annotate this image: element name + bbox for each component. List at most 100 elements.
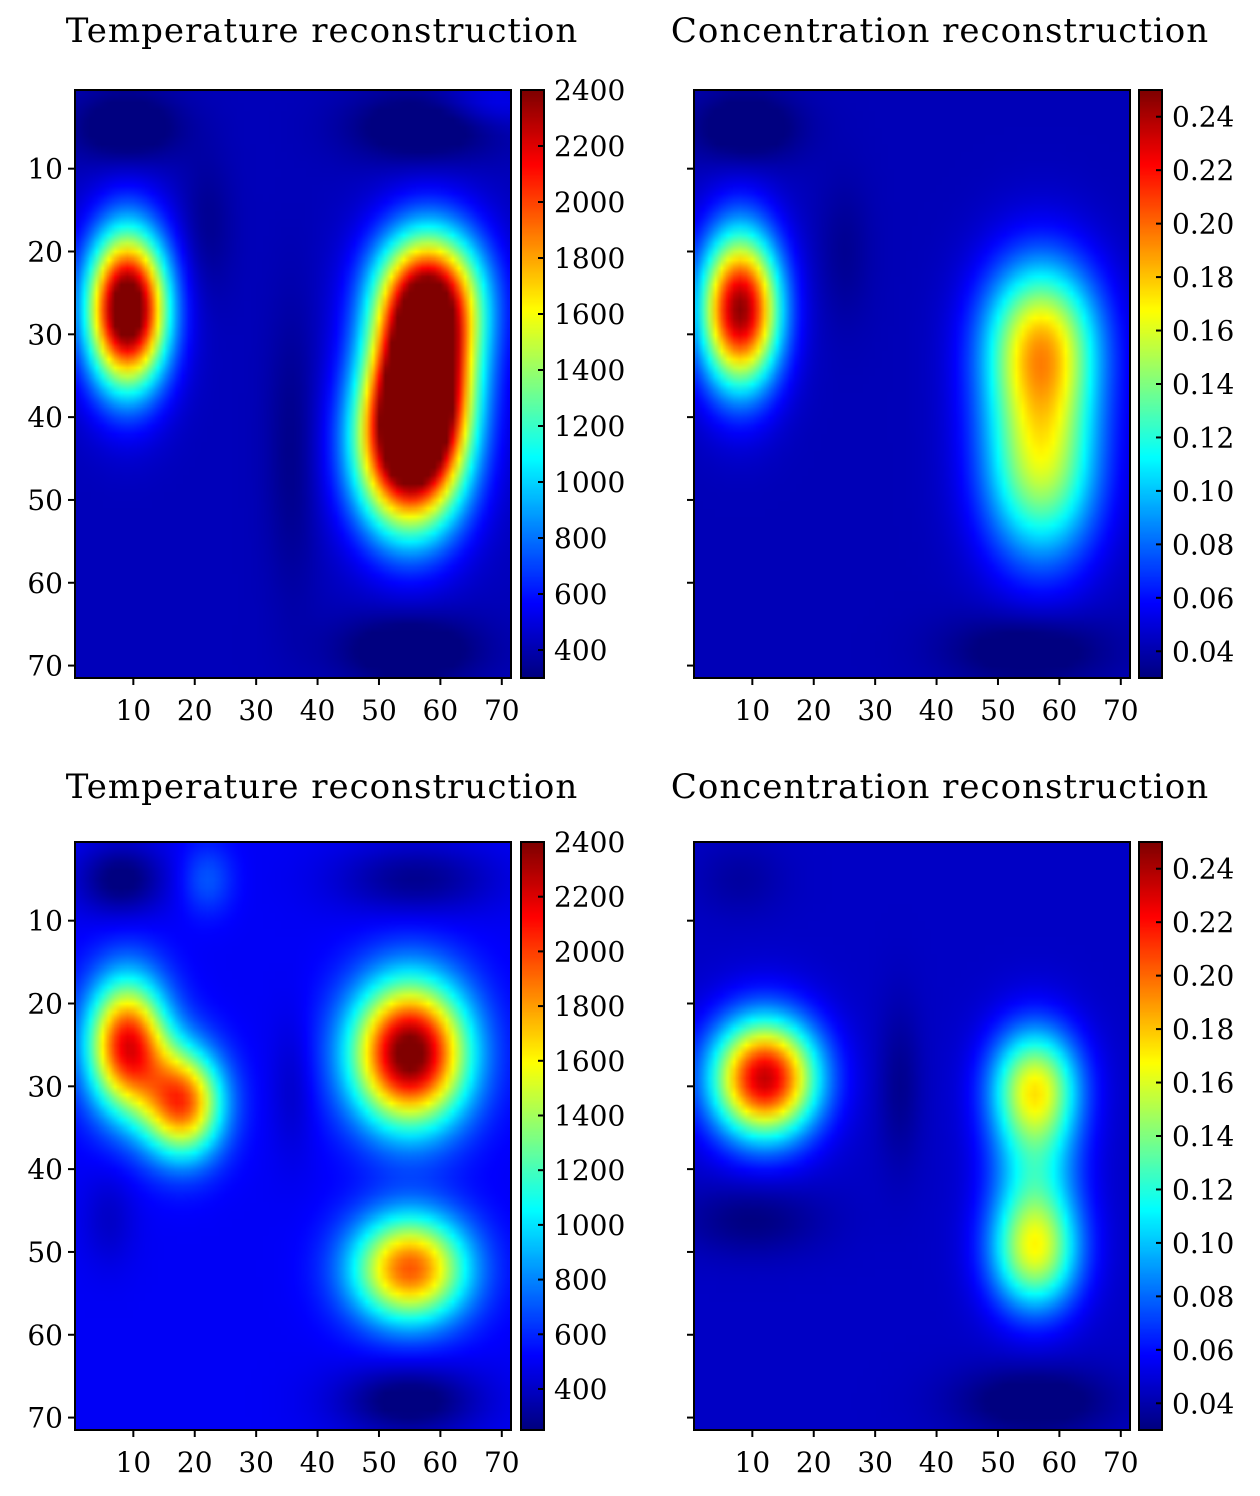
colorbar-tick-label: 1200	[554, 1154, 625, 1187]
heatmap-image	[75, 90, 511, 678]
colorbar-tick-label: 400	[554, 634, 607, 667]
y-tick-label: 40	[27, 401, 63, 434]
x-tick-label: 50	[361, 1446, 397, 1479]
colorbar-tick-label: 0.10	[1172, 1227, 1234, 1260]
colorbar-tick-label: 0.04	[1172, 1387, 1234, 1420]
x-tick-label: 10	[116, 1446, 152, 1479]
x-tick-label: 70	[1103, 694, 1139, 727]
colorbar-tick-label: 2400	[554, 74, 625, 107]
x-tick-label: 60	[1042, 694, 1078, 727]
chart-title: Temperature reconstruction	[66, 767, 579, 807]
chart-title: Temperature reconstruction	[66, 11, 579, 51]
colorbar-tick-label: 2400	[554, 826, 625, 859]
colorbar-tick-label: 0.22	[1172, 154, 1234, 187]
heatmap-panel-3: Temperature reconstruction 10 20 30 40 50 60 70…	[27, 767, 625, 1479]
colorbar-frame	[520, 841, 545, 1431]
x-tick-label: 20	[177, 1446, 213, 1479]
x-tick-label: 20	[796, 694, 832, 727]
y-tick-label: 10	[27, 153, 63, 186]
x-tick-label: 30	[857, 1446, 893, 1479]
x-tick-label: 50	[980, 1446, 1016, 1479]
plot-frame	[74, 89, 512, 679]
y-tick-label: 70	[27, 1402, 63, 1435]
x-tick-label: 30	[238, 1446, 274, 1479]
plot-frame	[74, 841, 512, 1431]
y-tick-label: 20	[27, 235, 63, 268]
x-tick-label: 50	[980, 694, 1016, 727]
colorbar-tick-label: 1400	[554, 1099, 625, 1132]
x-tick-label: 70	[484, 1446, 520, 1479]
x-tick-label: 20	[177, 694, 213, 727]
x-tick-label: 40	[300, 1446, 336, 1479]
colorbar-tick-label: 1000	[554, 466, 625, 499]
colorbar-tick-label: 0.14	[1172, 1120, 1234, 1153]
y-tick-label: 30	[27, 318, 63, 351]
chart-title: Concentration reconstruction	[671, 11, 1209, 51]
colorbar-tick-label: 0.24	[1172, 853, 1234, 886]
colorbar-tick-label: 1000	[554, 1209, 625, 1242]
x-tick-label: 10	[116, 694, 152, 727]
colorbar-tick-label: 0.14	[1172, 368, 1234, 401]
colorbar-tick-label: 1800	[554, 242, 625, 275]
colorbar-tick-label: 0.08	[1172, 528, 1234, 561]
colorbar-tick-label: 0.22	[1172, 906, 1234, 939]
colorbar-tick-label: 1600	[554, 298, 625, 331]
x-tick-label: 70	[484, 694, 520, 727]
y-tick-label: 40	[27, 1153, 63, 1186]
x-tick-label: 60	[423, 1446, 459, 1479]
colorbar-tick-label: 1600	[554, 1045, 625, 1078]
x-tick-label: 20	[796, 1446, 832, 1479]
colorbar-tick-label: 400	[554, 1373, 607, 1406]
colorbar-tick-label: 0.06	[1172, 1334, 1234, 1367]
colorbar-tick-label: 0.10	[1172, 475, 1234, 508]
chart-title: Concentration reconstruction	[671, 767, 1209, 807]
x-tick-label: 40	[300, 694, 336, 727]
y-tick-label: 60	[27, 1319, 63, 1352]
colorbar	[521, 90, 544, 678]
colorbar-tick-label: 0.16	[1172, 1067, 1234, 1100]
y-tick-label: 30	[27, 1070, 63, 1103]
x-tick-label: 60	[1042, 1446, 1078, 1479]
colorbar-tick-label: 1800	[554, 990, 625, 1023]
colorbar	[521, 842, 544, 1430]
y-tick-label: 70	[27, 650, 63, 683]
x-tick-label: 40	[919, 694, 955, 727]
colorbar-tick-label: 0.06	[1172, 582, 1234, 615]
heatmap-panel-1: Temperature reconstruction 10 20 30 40 50 60 70…	[27, 11, 625, 727]
colorbar-tick-label: 2200	[554, 881, 625, 914]
heatmap-image	[694, 842, 1130, 1430]
colorbar-tick-label: 0.18	[1172, 261, 1234, 294]
colorbar-tick-label: 0.04	[1172, 635, 1234, 668]
x-tick-label: 40	[919, 1446, 955, 1479]
y-tick-label: 50	[27, 1236, 63, 1269]
x-tick-label: 10	[735, 694, 771, 727]
y-tick-label: 50	[27, 484, 63, 517]
colorbar-frame	[520, 89, 545, 679]
colorbar-tick-label: 2200	[554, 130, 625, 163]
plot-frame	[693, 841, 1131, 1431]
heatmap-image	[694, 90, 1130, 678]
x-tick-label: 30	[857, 694, 893, 727]
y-tick-label: 10	[27, 905, 63, 938]
plot-frame	[693, 89, 1131, 679]
colorbar-tick-label: 2000	[554, 186, 625, 219]
heatmap-image	[75, 842, 511, 1430]
x-tick-label: 60	[423, 694, 459, 727]
colorbar-tick-label: 0.16	[1172, 315, 1234, 348]
colorbar-tick-label: 2000	[554, 935, 625, 968]
colorbar-tick-label: 0.18	[1172, 1013, 1234, 1046]
colorbar-tick-label: 1400	[554, 354, 625, 387]
x-tick-label: 50	[361, 694, 397, 727]
x-tick-label: 70	[1103, 1446, 1139, 1479]
y-tick-label: 60	[27, 567, 63, 600]
x-tick-label: 30	[238, 694, 274, 727]
colorbar-tick-label: 0.20	[1172, 960, 1234, 993]
heatmap-panel-4: Concentration reconstruction 10 20 30 40 50 60…	[671, 767, 1235, 1479]
colorbar-tick-label: 0.12	[1172, 1173, 1234, 1206]
x-tick-label: 10	[735, 1446, 771, 1479]
colorbar-tick-label: 1200	[554, 410, 625, 443]
colorbar	[1139, 90, 1162, 678]
colorbar-tick-label: 0.20	[1172, 208, 1234, 241]
colorbar-tick-label: 0.12	[1172, 421, 1234, 454]
